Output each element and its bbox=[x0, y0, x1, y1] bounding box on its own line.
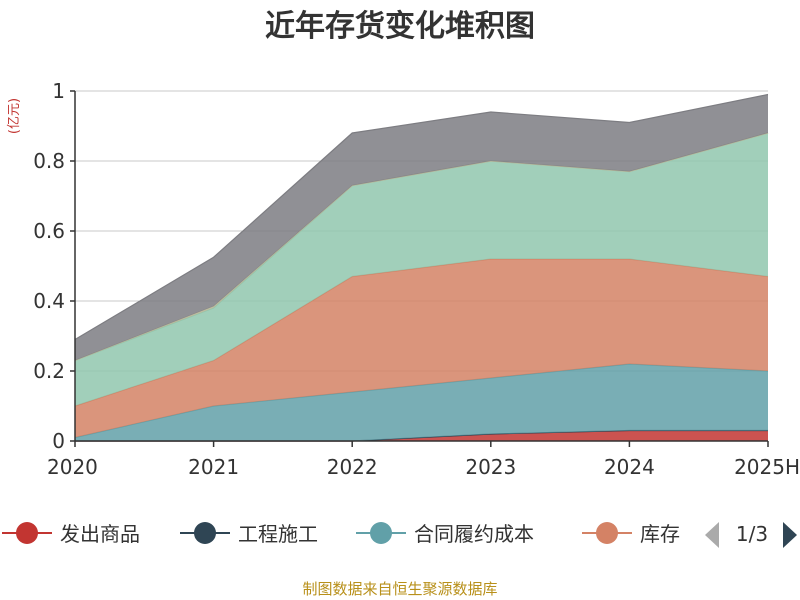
y-tick-label: 0.2 bbox=[33, 359, 65, 383]
legend-label: 合同履约成本 bbox=[414, 522, 534, 546]
legend-next-icon[interactable] bbox=[783, 522, 797, 548]
legend-swatch-marker bbox=[194, 522, 216, 544]
legend-page-indicator: 1/3 bbox=[736, 522, 768, 546]
legend-label: 工程施工 bbox=[238, 522, 318, 546]
x-tick-label: 2021 bbox=[188, 455, 239, 479]
legend-swatch-marker bbox=[16, 522, 38, 544]
area-series-4 bbox=[75, 133, 768, 406]
y-tick-label: 0.8 bbox=[33, 149, 65, 173]
legend-item[interactable]: 合同履约成本 bbox=[356, 522, 534, 546]
legend-prev-icon[interactable] bbox=[705, 522, 719, 548]
legend-label: 发出商品 bbox=[60, 522, 140, 546]
y-axis-unit: (亿元) bbox=[7, 98, 22, 134]
legend-item[interactable]: 库存 bbox=[582, 522, 680, 546]
legend-swatch-marker bbox=[370, 522, 392, 544]
y-tick-label: 1 bbox=[52, 79, 65, 103]
legend-swatch-marker bbox=[596, 522, 618, 544]
x-tick-label: 2025H bbox=[734, 455, 800, 479]
x-tick-label: 2023 bbox=[465, 455, 516, 479]
area-series-line-6 bbox=[74, 93, 769, 341]
chart-title: 近年存货变化堆积图 bbox=[265, 9, 535, 44]
legend-item[interactable]: 发出商品 bbox=[2, 522, 140, 546]
legend: 发出商品 工程施工 合同履约成本 库存 bbox=[2, 522, 680, 546]
area-series bbox=[74, 93, 769, 442]
area-series-6 bbox=[75, 94, 768, 361]
x-tick-label: 2024 bbox=[604, 455, 655, 479]
area-series-3 bbox=[75, 259, 768, 438]
area-series-0 bbox=[75, 430, 768, 441]
y-tick-label: 0.6 bbox=[33, 219, 65, 243]
axes: 0 0.2 0.4 0.6 0.8 1 2020 2021 2022 2023 2024 2025H bbox=[33, 79, 800, 479]
y-tick-label: 0 bbox=[52, 429, 65, 453]
legend-label: 库存 bbox=[640, 522, 680, 546]
area-series-2 bbox=[75, 364, 768, 441]
y-tick-label: 0.4 bbox=[33, 289, 65, 313]
data-source-note: 制图数据来自恒生聚源数据库 bbox=[302, 580, 497, 598]
legend-item[interactable]: 工程施工 bbox=[180, 522, 318, 546]
legend-pager: 1/3 bbox=[705, 522, 797, 548]
x-tick-label: 2020 bbox=[47, 455, 98, 479]
x-tick-label: 2022 bbox=[327, 455, 378, 479]
